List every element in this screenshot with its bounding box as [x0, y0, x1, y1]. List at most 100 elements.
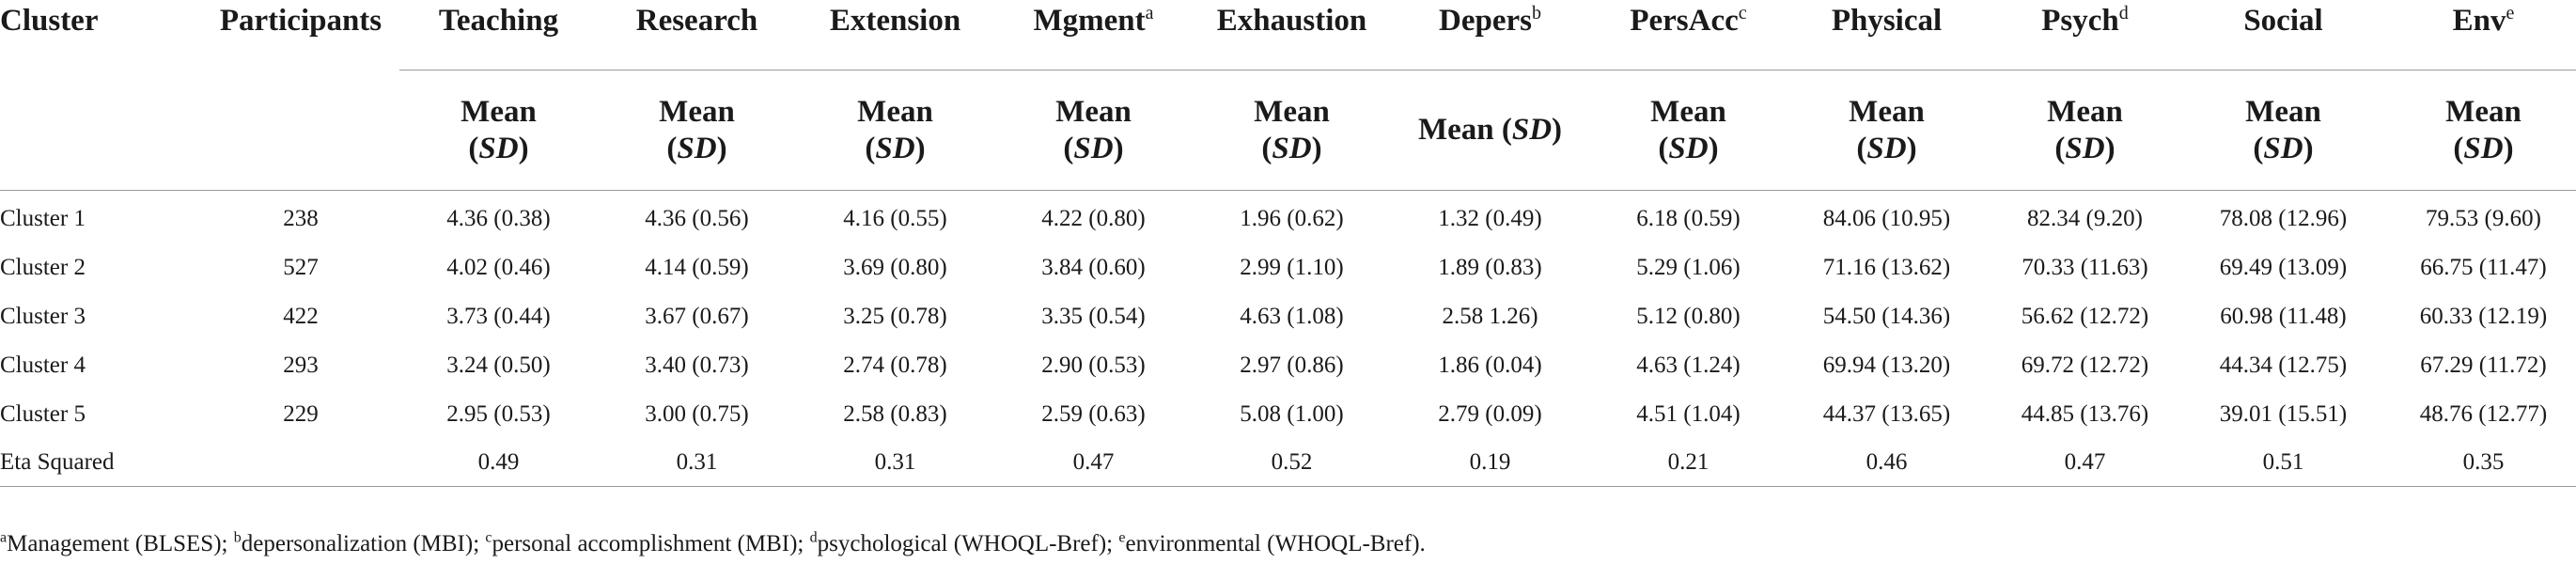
value-cell: 60.33 (12.19) [2419, 304, 2548, 329]
value-cell: 3.73 (0.44) [446, 304, 551, 329]
value-cell: 44.85 (13.76) [2021, 401, 2149, 427]
cluster-results-table: Cluster Participants Teaching Research Ext… [0, 0, 2576, 487]
value-cell: 67.29 (11.72) [2420, 352, 2547, 378]
value-cell: 2.90 (0.53) [1041, 352, 1146, 378]
value-cell: 2.58 (0.83) [843, 401, 947, 427]
value-cell: 4.51 (1.04) [1636, 401, 1741, 427]
subheader-mean-sd: Mean (SD) [598, 70, 796, 191]
value-cell: 4.22 (0.80) [1041, 206, 1146, 231]
subheader-mean: Mean [1254, 94, 1330, 129]
footnote-marker: b [233, 529, 242, 546]
column-header-cluster: Cluster [0, 4, 99, 38]
row-label: Eta Squared [0, 439, 202, 487]
subheader-mean-sd: Mean (SD) [994, 70, 1193, 191]
subheader-mean: Mean [2047, 94, 2123, 129]
subheader-close-paren: ) [914, 131, 926, 165]
value-cell: 0.47 [994, 439, 1193, 487]
table-row: Cluster 2 527 4.02 (0.46) 4.14 (0.59) 3.69 (… [0, 243, 2576, 292]
value-cell: 66.75 (11.47) [2420, 255, 2547, 280]
subheader-sd: SD [1668, 131, 1709, 165]
footnote-marker: e [1118, 529, 1126, 546]
column-header-social: Social [2184, 0, 2382, 70]
subheader-mean-sd: Mean (SD) [1391, 70, 1589, 191]
subheader-sd: SD [2065, 131, 2105, 165]
footnote-text: personal accomplishment (MBI); [492, 531, 810, 556]
subheader-sd: SD [1866, 131, 1907, 165]
participants-cell [202, 439, 399, 487]
subheader-mean: Mean [1849, 94, 1925, 129]
row-label: Cluster 1 [0, 206, 86, 231]
footnote-text: depersonalization (MBI); [241, 531, 486, 556]
value-cell: 1.89 (0.83) [1438, 255, 1542, 280]
subheader-mean: Mean [659, 94, 735, 129]
value-cell: 78.08 (12.96) [2219, 206, 2348, 231]
subheader-close-paren: ) [1113, 131, 1124, 165]
subheader-close-paren: ) [2104, 131, 2115, 165]
subheader-sd: SD [677, 131, 717, 165]
value-cell: 44.37 (13.65) [1822, 401, 1951, 427]
footnote-text: environmental (WHOQL-Bref). [1125, 531, 1426, 556]
subheader-mean: Mean [461, 94, 537, 129]
value-cell: 1.32 (0.49) [1438, 206, 1542, 231]
value-cell: 3.67 (0.67) [645, 304, 749, 329]
subheader-sd: SD [478, 131, 519, 165]
value-cell: 2.99 (1.10) [1240, 255, 1344, 280]
table-row: Eta Squared 0.49 0.31 0.31 0.47 0.52 0.19 0.21 0… [0, 439, 2576, 487]
column-header-depers: Depersb [1391, 0, 1589, 70]
column-header-label: Mgment [1033, 4, 1146, 38]
subheader-sd: SD [1272, 131, 1312, 165]
column-header-persacc: PersAccc [1589, 0, 1788, 70]
column-header-physical: Physical [1788, 0, 1986, 70]
subheader-open-paren: ( [1261, 131, 1272, 165]
value-cell: 4.02 (0.46) [446, 255, 551, 280]
subheader-open-paren: ( [1658, 131, 1669, 165]
footnote-text: Management (BLSES); [7, 531, 234, 556]
participants-cell: 422 [283, 304, 319, 329]
value-cell: 3.69 (0.80) [843, 255, 947, 280]
participants-cell: 293 [283, 352, 319, 378]
value-cell: 69.94 (13.20) [1822, 352, 1951, 378]
column-header-label: Depers [1439, 4, 1532, 38]
value-cell: 4.63 (1.08) [1240, 304, 1344, 329]
value-cell: 0.49 [399, 439, 598, 487]
value-cell: 4.63 (1.24) [1636, 352, 1741, 378]
subheader-open-paren: ( [1501, 113, 1512, 147]
table-row: Cluster 1 238 4.36 (0.38) 4.36 (0.56) 4.16 (… [0, 191, 2576, 244]
column-header-mgment: Mgmenta [994, 0, 1193, 70]
value-cell: 48.76 (12.77) [2419, 401, 2548, 427]
value-cell: 3.84 (0.60) [1041, 255, 1146, 280]
column-header-label: Social [2243, 4, 2323, 38]
column-header-footnote-marker: e [2506, 3, 2515, 24]
subheader-open-paren: ( [666, 131, 678, 165]
value-cell: 84.06 (10.95) [1822, 206, 1951, 231]
subheader-close-paren: ) [716, 131, 727, 165]
footnote-marker: c [485, 529, 492, 546]
value-cell: 2.74 (0.78) [843, 352, 947, 378]
value-cell: 56.62 (12.72) [2021, 304, 2149, 329]
value-cell: 2.59 (0.63) [1041, 401, 1146, 427]
value-cell: 0.31 [598, 439, 796, 487]
subheader-mean-sd: Mean (SD) [399, 70, 598, 191]
column-header-footnote-marker: a [1145, 3, 1154, 24]
value-cell: 82.34 (9.20) [2027, 206, 2143, 231]
header-row: Cluster Participants Teaching Research Ext… [0, 0, 2576, 70]
subheader-blank-participants [202, 70, 399, 191]
value-cell: 0.51 [2184, 439, 2382, 487]
table-footnote: aManagement (BLSES); bdepersonalization … [0, 529, 1426, 557]
value-cell: 39.01 (15.51) [2219, 401, 2348, 427]
value-cell: 2.95 (0.53) [446, 401, 551, 427]
subheader-close-paren: ) [1552, 113, 1563, 147]
subheader-blank-cluster [0, 70, 202, 191]
value-cell: 4.16 (0.55) [843, 206, 947, 231]
value-cell: 69.72 (12.72) [2021, 352, 2149, 378]
value-cell: 44.34 (12.75) [2219, 352, 2348, 378]
value-cell: 3.25 (0.78) [843, 304, 947, 329]
table-row: Cluster 3 422 3.73 (0.44) 3.67 (0.67) 3.25 (… [0, 292, 2576, 341]
column-header-label: Teaching [438, 4, 559, 38]
subheader-close-paren: ) [2303, 131, 2314, 165]
column-header-teaching: Teaching [399, 0, 598, 70]
column-header-label: Extension [829, 4, 961, 38]
row-label: Cluster 2 [0, 255, 86, 280]
subheader-sd: SD [2263, 131, 2303, 165]
value-cell: 3.35 (0.54) [1041, 304, 1146, 329]
